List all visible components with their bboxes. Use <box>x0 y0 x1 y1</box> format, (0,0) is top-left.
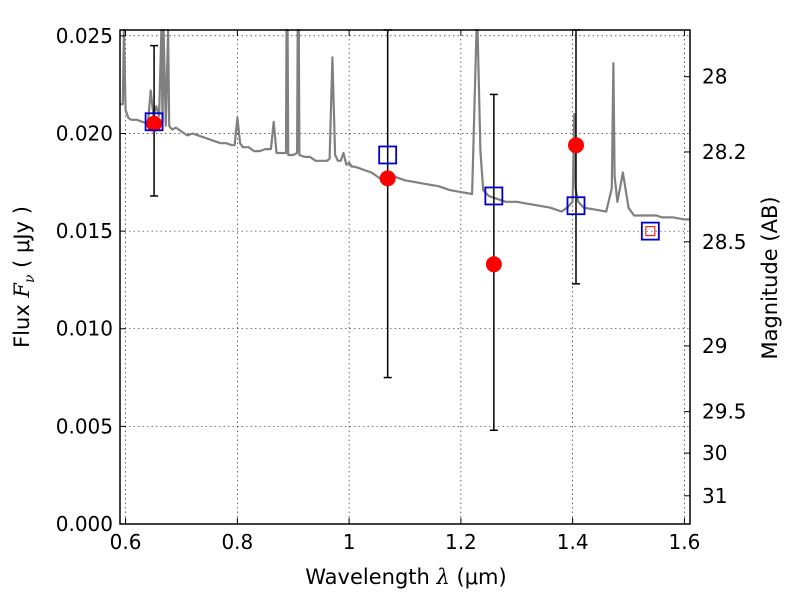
y-tick-label: 0.025 <box>56 24 113 48</box>
observed-point <box>379 170 396 187</box>
x-tick-label: 0.8 <box>221 530 253 554</box>
observed-point <box>146 115 163 132</box>
x-axis-title-prefix: Wavelength <box>305 565 436 589</box>
y-axis-left: 0.000 0.005 0.010 0.015 0.020 0.025 <box>56 24 126 536</box>
y2-tick-label: 29.5 <box>702 400 747 424</box>
y2-tick-label: 29 <box>702 334 727 358</box>
observed-point <box>568 137 584 154</box>
y-tick-label: 0.015 <box>56 219 113 243</box>
spectrum-line <box>120 28 690 221</box>
y-tick-label: 0.000 <box>56 512 113 536</box>
x-tick-label: 1 <box>343 530 356 554</box>
observed-limit-marker <box>645 226 656 237</box>
y-axis-title: Flux Fν ( μJy ) <box>10 206 38 348</box>
y2-tick-label: 28.5 <box>702 230 747 254</box>
model-point <box>378 145 398 165</box>
model-point <box>484 186 504 206</box>
x-tick-label: 0.6 <box>110 530 142 554</box>
y-axis-right: 28 28.2 28.5 29 29.5 30 31 <box>684 65 747 508</box>
y-axis-title-prefix: Flux <box>10 298 34 348</box>
model-point <box>640 221 660 241</box>
y2-tick-label: 28.2 <box>702 140 747 164</box>
y-tick-label: 0.005 <box>56 414 113 438</box>
y-axis-title-suffix: ( μJy ) <box>10 206 34 274</box>
model-point <box>566 196 586 216</box>
y2-tick-label: 28 <box>702 65 727 89</box>
x-tick-label: 1.4 <box>557 530 589 554</box>
x-tick-label: 1.6 <box>669 530 701 554</box>
x-axis-title-symbol: λ <box>436 565 450 589</box>
plot-area <box>120 28 690 432</box>
observed-point <box>485 256 502 273</box>
grid-lines <box>120 30 690 525</box>
y-tick-label: 0.020 <box>56 121 113 145</box>
y2-tick-label: 30 <box>702 441 727 465</box>
y2-tick-label: 31 <box>702 484 727 508</box>
x-axis-title-suffix: (μm) <box>450 565 507 589</box>
x-axis-title: Wavelength λ (μm) <box>305 565 506 589</box>
y-axis-title-symbol: F <box>10 282 34 299</box>
plot-frame <box>119 29 691 525</box>
y-axis-title-subscript: ν <box>22 274 38 283</box>
x-tick-label: 1.2 <box>445 530 477 554</box>
model-point <box>144 112 164 132</box>
y-tick-label: 0.010 <box>56 317 113 341</box>
y2-axis-title: Magnitude (AB) <box>758 196 782 359</box>
x-axis: 0.6 0.8 1 1.2 1.4 1.6 <box>110 30 701 554</box>
